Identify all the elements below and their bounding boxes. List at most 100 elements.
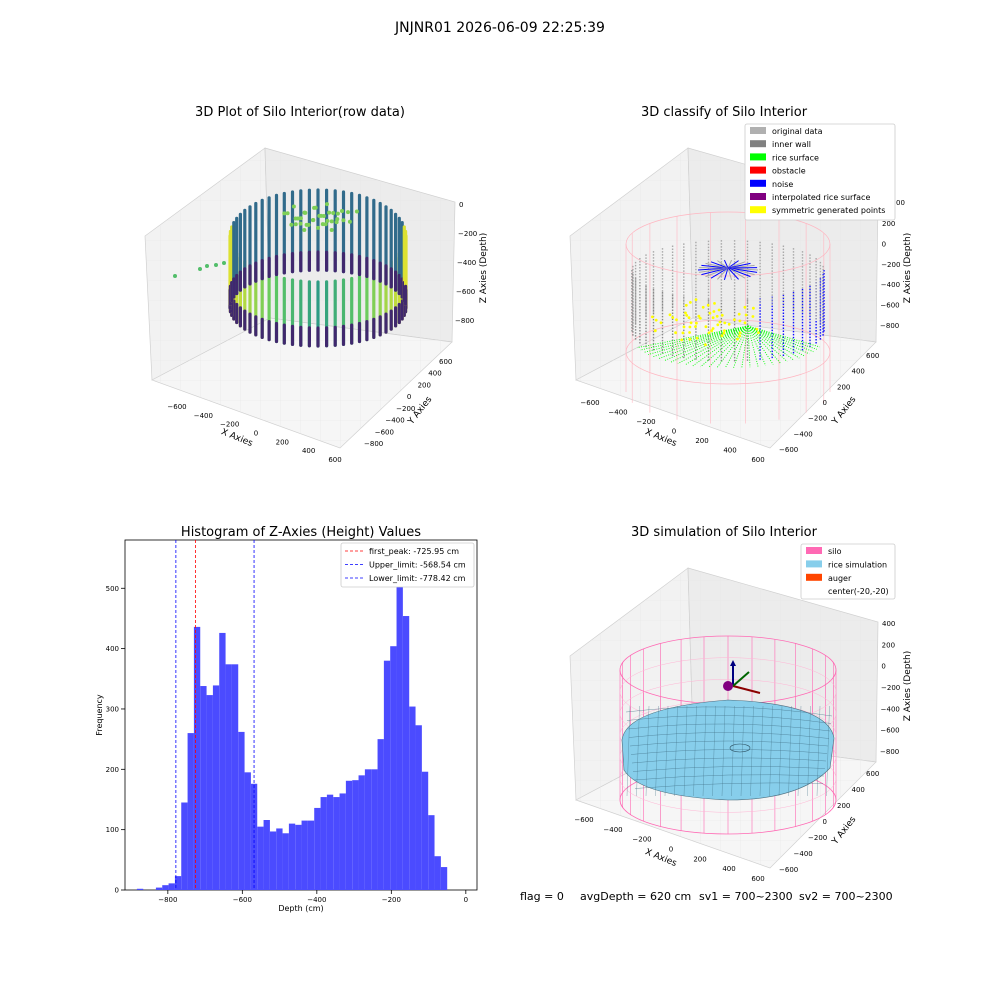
histogram-y-tick-label-2: 200 <box>106 766 119 774</box>
status-sv1: sv1 = 700~2300 <box>699 890 793 903</box>
simulation-y-tick-6: 600 <box>866 770 879 778</box>
histogram-bar-34 <box>345 780 353 890</box>
histogram-bar-46 <box>421 771 429 890</box>
simulation-x-tick-3: 0 <box>669 846 673 854</box>
histogram-bar-28 <box>307 820 315 890</box>
histogram-bar-48 <box>434 856 441 890</box>
histogram-title: Histogram of Z-Axies (Height) Values <box>181 525 421 540</box>
simulation-legend-label-2: auger <box>828 574 852 583</box>
histogram-y-tick-label-1: 100 <box>106 826 119 834</box>
histogram-bar-13 <box>212 685 220 890</box>
histogram-bar-1 <box>136 888 144 890</box>
histogram-bar-37 <box>364 769 372 890</box>
raw-x-tick-0: −600 <box>167 403 186 411</box>
simulation-z-tick-5: −600 <box>880 727 899 735</box>
classify-y-tick-6: 600 <box>866 352 879 360</box>
histogram-bar-42 <box>396 556 403 890</box>
histogram-bar-47 <box>428 815 435 890</box>
classify-legend-swatch-2 <box>750 153 766 161</box>
histogram-bar-11 <box>200 686 207 890</box>
raw-y-tick-5: 200 <box>418 381 431 389</box>
simulation-y-tick-0: −600 <box>779 866 798 874</box>
classify-x-tick-5: 400 <box>723 447 736 455</box>
histogram-bar-23 <box>276 828 283 890</box>
histogram-bar-16 <box>231 664 239 890</box>
simulation-x-tick-0: −600 <box>574 816 593 824</box>
histogram-bar-4 <box>155 887 163 890</box>
histogram-bar-44 <box>409 706 416 890</box>
histogram-bar-39 <box>377 739 384 890</box>
raw-y-tick-2: −400 <box>385 417 404 425</box>
raw-y-tick-1: −600 <box>375 428 394 436</box>
histogram-bar-27 <box>301 820 308 890</box>
simulation-x-tick-labels: −600 −400 −200 0 200 400 600 <box>574 816 764 883</box>
classify-z-axis-label: Z Axies (Depth) <box>903 233 913 304</box>
histogram-bar-41 <box>390 646 397 890</box>
raw-y-tick-0: −800 <box>364 440 383 448</box>
simulation-z-tick-2: 0 <box>881 663 885 671</box>
simulation-y-tick-1: −400 <box>794 850 813 858</box>
classify-y-tick-5: 400 <box>852 368 865 376</box>
raw-z-tick-3: −600 <box>456 288 475 296</box>
classify-legend-swatch-0 <box>750 127 766 134</box>
histogram-bar-30 <box>320 797 327 890</box>
raw-x-tick-1: −400 <box>194 412 213 420</box>
raw-z-tick-4: −800 <box>455 317 474 325</box>
raw-x-tick-6: 600 <box>328 456 341 464</box>
classify-z-tick-1: 0 <box>882 240 886 248</box>
histogram-bar-17 <box>238 731 245 890</box>
histogram-x-tick-label-3: −200 <box>382 896 401 904</box>
raw-y-tick-4: 0 <box>407 393 411 401</box>
histogram-bar-7 <box>174 876 182 890</box>
simulation-x-tick-1: −400 <box>603 826 622 834</box>
histogram-bar-9 <box>187 733 194 890</box>
panel-simulation-3d: 3D simulation of Silo Interior −600 −400 −… <box>569 525 913 883</box>
histogram-y-tick-label-3: 300 <box>106 705 119 713</box>
histogram-bar-12 <box>206 695 213 890</box>
auger-marker <box>723 660 761 694</box>
histogram-bar-26 <box>295 824 302 890</box>
simulation-z-tick-0: 400 <box>882 620 895 628</box>
raw-point-cloud <box>173 188 408 348</box>
status-avg-depth: avgDepth = 620 cm <box>580 890 691 903</box>
raw-x-tick-3: 0 <box>254 430 258 438</box>
raw-x-tick-4: 200 <box>276 438 289 446</box>
simulation-legend-swatch-1 <box>806 560 822 568</box>
panel-raw-3d: 3D Plot of Silo Interior(row data) −600−… <box>144 105 489 464</box>
raw-y-tick-3: −200 <box>396 405 415 413</box>
histogram-bar-38 <box>371 769 378 890</box>
simulation-legend-swatch-0 <box>806 547 822 554</box>
classify-z-tick-2: −200 <box>881 261 900 269</box>
simulation-y-tick-3: 0 <box>823 818 827 826</box>
status-line: flag = 0 avgDepth = 620 cm sv1 = 700~230… <box>520 890 893 903</box>
histogram-bar-45 <box>415 725 422 890</box>
classify-legend-label-2: rice surface <box>772 153 819 162</box>
classify-x-tick-1: −400 <box>608 409 627 417</box>
panel-classify-3d: 3D classify of Silo Interior −600 −400 −20… <box>569 105 913 464</box>
histogram-y-tick-label-5: 500 <box>106 585 119 593</box>
raw-x-axis-label: X Axies <box>219 427 254 449</box>
histogram-x-tick-label-1: −600 <box>233 896 252 904</box>
histogram-bar-49 <box>440 867 448 890</box>
raw-z-tick-2: −400 <box>457 259 476 267</box>
figure-title: JNJNR01 2026-06-09 22:25:39 <box>394 20 605 36</box>
classify-legend-label-0: original data <box>772 127 823 136</box>
histogram-x-ticks: −800 −600 −400 −200 0 <box>158 890 468 904</box>
classify-z-tick-0: 200 <box>882 220 895 228</box>
histogram-bar-18 <box>244 772 251 890</box>
histogram-bar-36 <box>358 775 365 890</box>
classify-z-tick-3: −400 <box>881 281 900 289</box>
histogram-bar-24 <box>282 833 289 890</box>
raw-z-tick-1: −200 <box>458 230 477 238</box>
classify-legend-swatch-5 <box>750 193 766 200</box>
histogram-legend-label-2: Lower_limit: -778.42 cm <box>369 574 466 583</box>
simulation-y-tick-4: 200 <box>837 802 850 810</box>
histogram-bar-15 <box>225 664 232 890</box>
classify-z-tick-labels: 200 0 −200 −400 −600 −800 <box>880 220 900 330</box>
classify-x-tick-3: 0 <box>672 428 676 436</box>
histogram-x-tick-label-4: 0 <box>464 896 468 904</box>
histogram-bar-40 <box>383 660 391 890</box>
simulation-title: 3D simulation of Silo Interior <box>631 525 818 540</box>
